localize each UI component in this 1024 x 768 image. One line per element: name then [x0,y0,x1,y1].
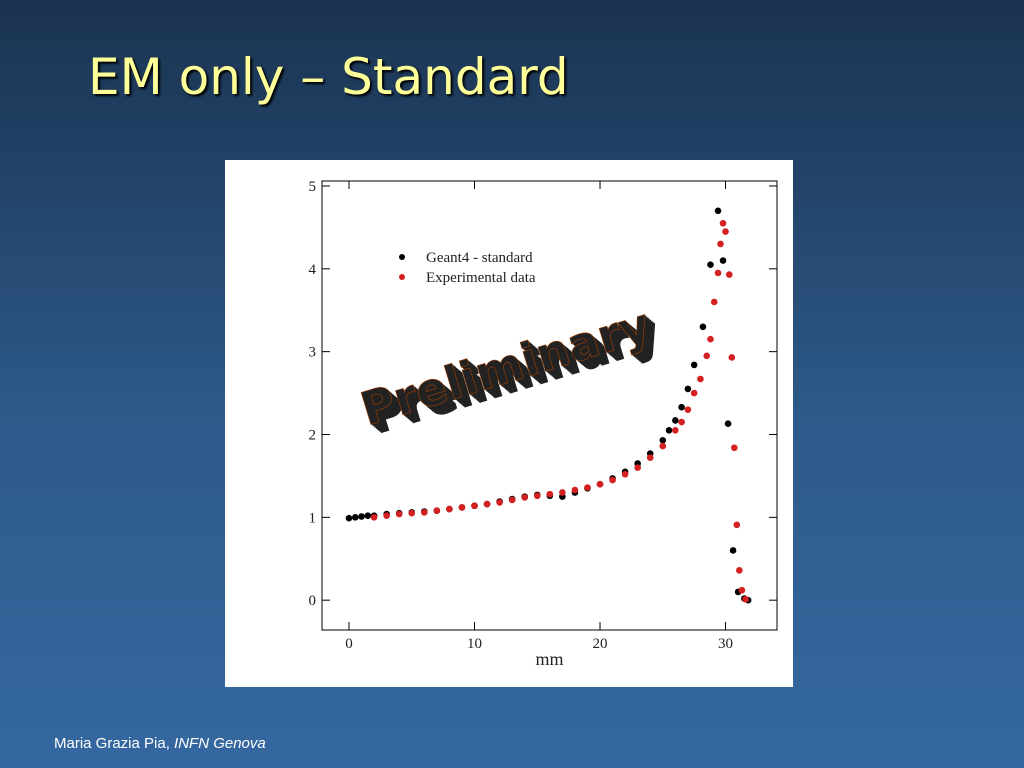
data-point [714,269,722,277]
data-point [634,464,641,471]
affiliation: INFN Genova [174,735,266,752]
y-tick-label: 3 [309,345,317,361]
data-point [351,514,359,521]
data-point [496,499,503,506]
data-point [546,490,554,498]
data-point [345,514,353,522]
data-point [383,512,390,519]
data-point [659,436,667,444]
data-point [742,596,749,603]
data-point [699,323,707,331]
data-point [726,271,733,278]
data-point [446,505,453,513]
data-point [621,470,629,478]
data-point [714,207,722,215]
y-tick-label: 0 [309,593,317,609]
data-point [684,385,692,393]
data-point [678,418,685,426]
x-tick-label: 30 [718,636,733,652]
data-point [672,417,679,424]
data-point [364,512,372,519]
data-point [609,476,616,484]
legend-label: Geant4 - standard [426,250,533,266]
data-point [697,375,704,383]
data-point [370,514,378,521]
data-point [458,504,466,511]
data-point [728,354,736,361]
data-point [559,489,566,496]
x-tick-label: 0 [345,636,353,652]
data-point [717,240,724,248]
data-point [724,420,732,428]
data-point [420,509,428,516]
slide-title: EM only – Standard [88,48,569,106]
data-point [729,547,737,554]
data-point [395,510,403,518]
data-point [678,403,685,411]
footer: Maria Grazia Pia, INFN Genova [54,735,266,752]
data-point [521,494,529,501]
data-point [471,502,478,510]
data-point [659,442,667,450]
data-point [738,586,746,594]
data-point [533,492,541,500]
data-point [665,427,673,434]
x-axis-label: mm [535,649,563,669]
legend-marker [399,254,405,260]
data-point [571,486,579,494]
data-point [731,444,738,452]
legend-label: Experimental data [426,270,536,286]
data-point [733,521,741,529]
data-point [684,406,692,413]
data-point [710,298,718,306]
data-point [690,361,698,369]
data-point [408,509,416,517]
data-point [358,513,365,520]
legend-marker [399,274,405,280]
data-point [596,480,604,488]
data-point [707,261,714,268]
y-tick-label: 2 [309,427,317,443]
y-tick-label: 4 [309,262,317,278]
data-point [736,567,743,574]
data-point [483,500,491,508]
data-point [584,484,591,491]
data-point [707,335,714,343]
data-point [719,257,727,264]
y-tick-label: 1 [309,510,317,526]
data-point [690,389,698,397]
author: Maria Grazia Pia, [54,735,170,752]
data-point [646,454,654,461]
data-point [722,228,729,235]
x-tick-label: 20 [593,636,608,652]
chart-panel [225,160,793,687]
x-tick-label: 10 [467,636,482,652]
data-point [719,219,727,227]
data-point [508,496,516,504]
y-tick-label: 5 [309,179,317,195]
data-point [672,427,679,434]
data-point [433,507,441,515]
plot-frame [321,180,778,631]
data-point [703,352,711,360]
